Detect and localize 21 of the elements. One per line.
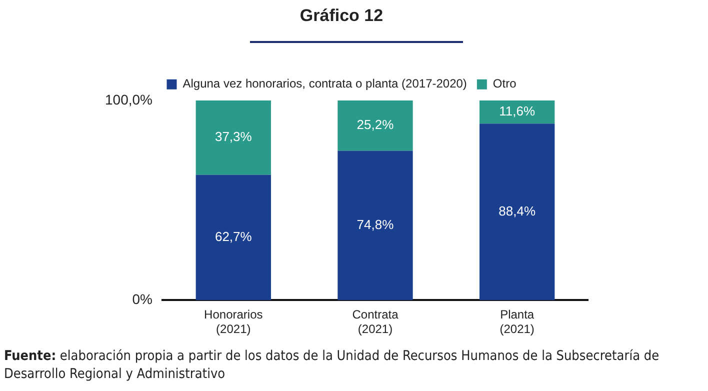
data-label: 11,6% bbox=[499, 104, 536, 119]
data-label: 25,2% bbox=[356, 117, 394, 132]
bar bbox=[196, 174, 271, 300]
legend-label: Otro bbox=[492, 76, 517, 91]
bar bbox=[338, 150, 413, 300]
y-tick-label: 100,0% bbox=[105, 91, 152, 108]
data-label: 74,8% bbox=[356, 217, 394, 232]
bar bbox=[338, 100, 413, 151]
chart-title: Gráfico 12 bbox=[300, 6, 384, 25]
data-label: 37,3% bbox=[214, 129, 252, 144]
bar bbox=[479, 124, 555, 300]
data-label: 88,4% bbox=[498, 203, 536, 218]
bar bbox=[479, 100, 555, 124]
legend-label: Alguna vez honorarios, contrata o planta (2017-2020) bbox=[182, 76, 467, 91]
x-tick-label: Contrata (2021) bbox=[352, 308, 399, 336]
y-tick-label: 0% bbox=[132, 291, 152, 308]
x-tick-label: Honorarios (2021) bbox=[204, 308, 263, 336]
data-label: 62,7% bbox=[214, 229, 252, 244]
x-tick-label: Planta (2021) bbox=[500, 308, 534, 336]
source-note: Fuente: elaboración propia a partir de los datos de la Unidad de Recursos Humanos de la Subsecretaría de Desarrollo Regional y Administrativo bbox=[4, 347, 660, 383]
bar bbox=[196, 100, 271, 175]
